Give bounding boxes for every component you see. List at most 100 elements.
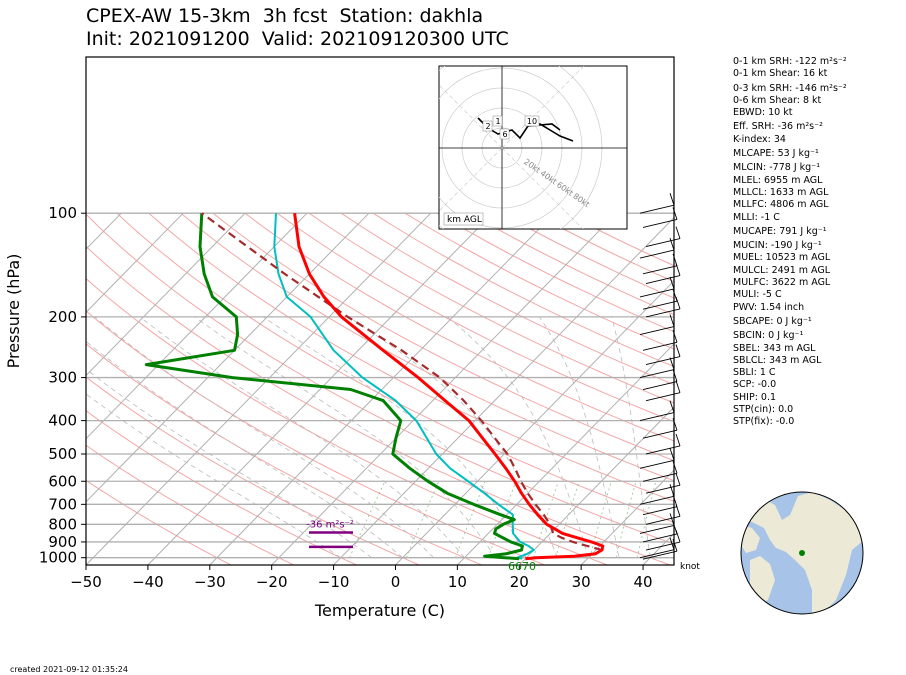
y-tick-label: 900 — [48, 533, 77, 551]
dry-adiabat — [86, 343, 483, 565]
y-tick-label: 600 — [48, 472, 77, 490]
param-line: 0-1 km SRH: -122 m²s⁻² — [733, 56, 847, 67]
wind-barb-flag — [669, 237, 675, 251]
globe-locator — [740, 491, 864, 615]
isotherm — [86, 212, 370, 503]
dry-adiabat — [276, 212, 674, 423]
dry-adiabat — [212, 212, 674, 462]
y-tick-label: 800 — [48, 515, 77, 533]
hodo-height-label: 10 — [527, 117, 537, 126]
isotherm — [395, 280, 674, 565]
wind-barb — [642, 219, 678, 228]
wind-barb-flag — [675, 473, 681, 486]
theta-label: 6670 — [508, 560, 536, 573]
x-tick-label: 0 — [391, 573, 401, 591]
mixing-ratio-line — [589, 481, 612, 558]
wind-barb-flag — [669, 484, 675, 497]
wind-barb — [645, 445, 681, 455]
wind-barb — [639, 369, 675, 379]
x-tick-label: 40 — [634, 573, 653, 591]
wind-barbs — [639, 193, 681, 560]
param-line: SBLCL: 343 m AGL — [733, 354, 822, 366]
wind-barb — [642, 506, 678, 516]
isotherm — [457, 343, 674, 565]
wind-barb — [639, 326, 675, 335]
dry-adiabat — [116, 212, 674, 523]
wind-barb-flag — [672, 418, 678, 431]
isotherm — [86, 212, 308, 440]
wind-barb-flag — [675, 296, 681, 310]
param-line: STP(fix): -0.0 — [733, 416, 795, 428]
param-line: MLEL: 6955 m AGL — [733, 174, 823, 186]
wind-barb — [645, 515, 681, 525]
wind-barb — [642, 341, 678, 351]
isotherm — [333, 216, 674, 565]
wind-barb — [642, 429, 678, 439]
chart-title-line2: Init: 2021091200 Valid: 202109120300 UTC — [86, 28, 509, 50]
wind-barb — [645, 238, 681, 248]
param-line: 0-6 km Shear: 8 kt — [733, 94, 822, 106]
wind-barb — [645, 308, 681, 318]
x-tick-label: 20 — [510, 573, 529, 591]
wind-barb-flag — [669, 193, 675, 206]
param-line: MUCAPE: 791 J kg⁻¹ — [733, 225, 827, 237]
moist-adiabat — [86, 368, 372, 559]
plot-frame — [85, 56, 675, 566]
wind-barb-flag — [672, 369, 678, 382]
moist-adiabat — [611, 316, 651, 558]
dry-adiabat — [372, 212, 674, 368]
wind-barb-flag — [669, 537, 675, 550]
param-line: Eff. SRH: -36 m²s⁻² — [733, 121, 823, 133]
param-line: SBEL: 343 m AGL — [733, 342, 816, 354]
x-tick-label: −40 — [132, 573, 164, 591]
wind-barb — [642, 472, 678, 482]
param-line: MULI: -5 C — [733, 289, 782, 301]
x-tick-label: 30 — [572, 573, 591, 591]
mixing-ratio-line — [615, 481, 637, 558]
param-line: SHIP: 0.1 — [733, 391, 777, 403]
parcel-profile — [201, 212, 603, 552]
moist-adiabat — [86, 340, 403, 559]
param-line: MLLFC: 4806 m AGL — [733, 199, 829, 211]
mixing-ratio-line — [636, 481, 657, 558]
wind-barb-flag — [669, 357, 675, 370]
effective-inflow-layer: -36 m²s⁻² — [306, 520, 354, 549]
param-line: PWV: 1.54 inch — [733, 301, 805, 313]
wind-barb — [639, 495, 675, 505]
y-tick-label: 1000 — [39, 549, 77, 567]
wind-barb — [642, 381, 678, 390]
isotherm — [86, 212, 432, 565]
param-line: SCP: -0.0 — [733, 379, 777, 391]
x-axis-title: Temperature (C) — [314, 601, 445, 620]
moist-adiabat — [139, 316, 465, 558]
x-axis: −50 −40 −30 −20 −10 0 10 20 30 40 — [70, 565, 653, 591]
mixing-ratio-line — [555, 481, 580, 558]
y-tick-label: 300 — [48, 369, 77, 387]
wind-barb — [639, 459, 675, 469]
param-line: K-index: 34 — [733, 133, 786, 145]
wind-barb-flag — [675, 504, 681, 517]
dry-adiabat — [340, 212, 674, 386]
x-tick-label: −20 — [256, 573, 288, 591]
wind-barb-flag — [669, 314, 675, 327]
wind-barb-flag — [675, 433, 681, 447]
param-line: MULCL: 2491 m AGL — [733, 264, 831, 276]
isotherm — [580, 469, 674, 565]
wind-barb — [645, 484, 681, 494]
chart-title-line1: CPEX-AW 15-3km 3h fcst Station: dakhla — [86, 5, 484, 27]
knot-label: knot — [680, 562, 700, 572]
wind-barb — [642, 265, 678, 275]
wind-barb-flag — [669, 276, 675, 290]
param-line: EBWD: 10 kt — [733, 107, 793, 119]
y-tick-label: 400 — [48, 412, 77, 430]
x-tick-label: 10 — [448, 573, 467, 591]
dry-adiabat — [180, 212, 674, 482]
moist-adiabat — [539, 316, 620, 558]
hodo-height-label: 1 — [495, 117, 500, 126]
wind-barb-flag — [675, 263, 681, 276]
isotherm — [271, 212, 617, 565]
param-line: 0-1 km Shear: 16 kt — [733, 68, 828, 80]
wind-barb-flag — [675, 529, 681, 543]
wind-barb-flag — [675, 226, 681, 239]
